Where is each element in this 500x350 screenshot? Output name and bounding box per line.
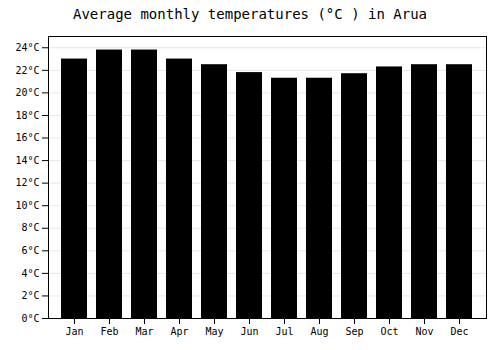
svg-text:Jun: Jun bbox=[240, 326, 258, 337]
svg-text:Mar: Mar bbox=[135, 326, 153, 337]
svg-text:20°C: 20°C bbox=[15, 87, 39, 98]
svg-text:12°C: 12°C bbox=[15, 177, 39, 188]
svg-text:Apr: Apr bbox=[170, 326, 188, 337]
svg-text:Aug: Aug bbox=[310, 326, 328, 337]
svg-text:8°C: 8°C bbox=[21, 222, 39, 233]
svg-text:Jan: Jan bbox=[65, 326, 83, 337]
svg-text:Jul: Jul bbox=[275, 326, 293, 337]
svg-text:24°C: 24°C bbox=[15, 42, 39, 53]
svg-text:4°C: 4°C bbox=[21, 268, 39, 279]
svg-text:6°C: 6°C bbox=[21, 245, 39, 256]
svg-text:Oct: Oct bbox=[380, 326, 398, 337]
svg-text:18°C: 18°C bbox=[15, 110, 39, 121]
svg-text:Sep: Sep bbox=[345, 326, 363, 337]
svg-text:16°C: 16°C bbox=[15, 132, 39, 143]
svg-text:2°C: 2°C bbox=[21, 290, 39, 301]
svg-text:May: May bbox=[205, 326, 223, 337]
svg-text:22°C: 22°C bbox=[15, 65, 39, 76]
html-text:Average monthly temperatures (: Average monthly temperatures (°C ) in Ar… bbox=[73, 6, 427, 22]
svg-text:14°C: 14°C bbox=[15, 155, 39, 166]
svg-text:0°C: 0°C bbox=[21, 313, 39, 324]
svg-text:Feb: Feb bbox=[100, 326, 118, 337]
svg-text:10°C: 10°C bbox=[15, 200, 39, 211]
svg-text:Dec: Dec bbox=[450, 326, 468, 337]
svg-text:Nov: Nov bbox=[415, 326, 433, 337]
